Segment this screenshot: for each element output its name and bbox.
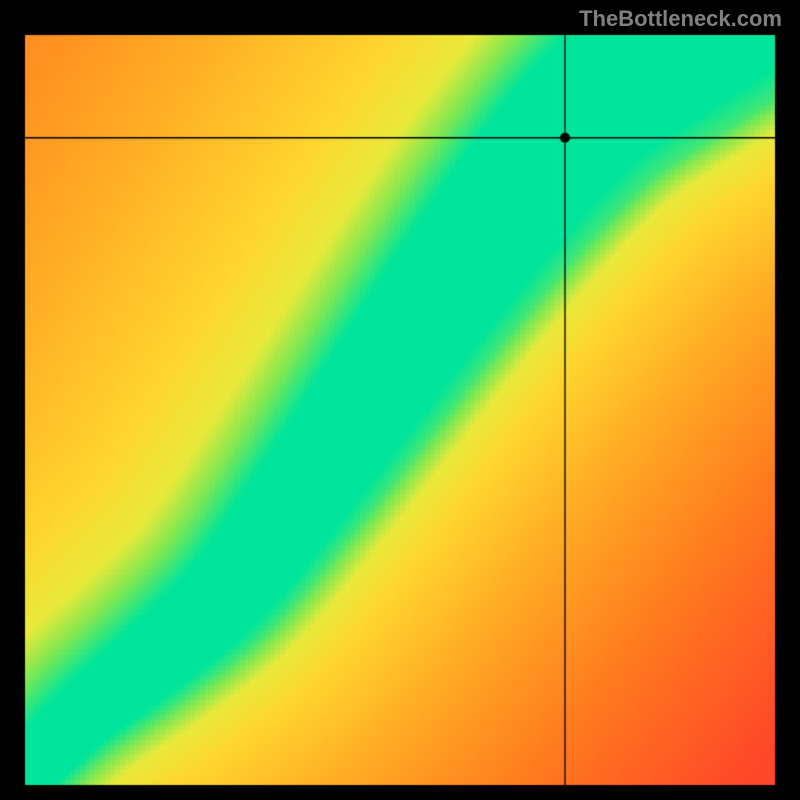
heatmap-canvas xyxy=(0,0,800,800)
watermark-text: TheBottleneck.com xyxy=(579,6,782,32)
chart-container: TheBottleneck.com xyxy=(0,0,800,800)
